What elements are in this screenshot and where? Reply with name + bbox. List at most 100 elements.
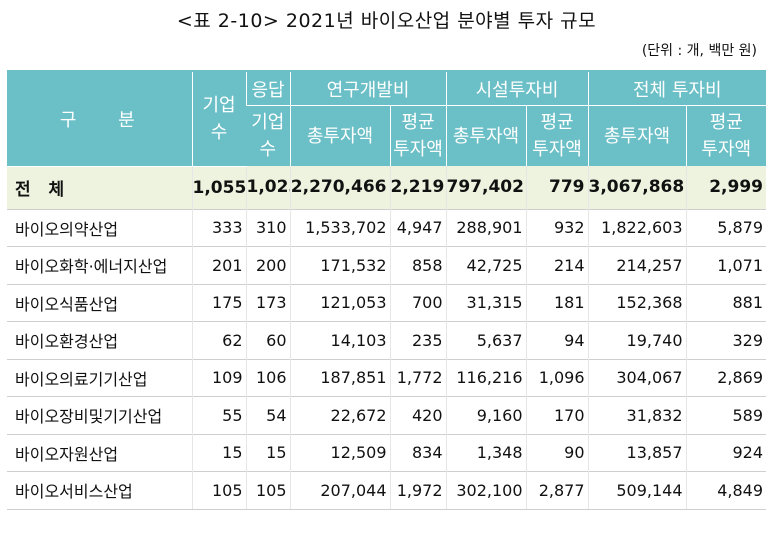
- row-label: 바이오서비스산업: [7, 471, 192, 510]
- table-cell: 509,144: [587, 471, 686, 510]
- row-label: 바이오의약산업: [7, 208, 192, 247]
- table-row: 바이오화학·에너지산업 201 200 171,532 858 42,725 214 214,…: [7, 246, 766, 284]
- table-row: 바이오환경산업 62 60 14,103 235 5,637 94 19,740 329: [7, 321, 766, 359]
- table-cell: 116,216: [445, 358, 526, 397]
- table-cell: 121,053: [289, 283, 390, 322]
- table-cell: 333: [191, 208, 246, 247]
- table-cell: 106: [245, 358, 290, 397]
- table-cell: 54: [245, 396, 290, 434]
- table-cell: 932: [525, 208, 588, 247]
- table-cell: 1,772: [389, 358, 446, 397]
- header-responded-top: 응답: [245, 71, 290, 106]
- table-cell: 1,023: [245, 166, 290, 209]
- header-facility-avg: 평균 투자액: [525, 105, 588, 166]
- row-label: 바이오화학·에너지산업: [7, 246, 192, 284]
- table-cell: 105: [245, 471, 290, 510]
- table-cell: 42,725: [445, 246, 526, 284]
- table-cell: 2,869: [685, 358, 766, 397]
- table-cell: 152,368: [587, 283, 686, 322]
- header-total-avg: 평균 투자액: [685, 105, 766, 166]
- table-cell: 288,901: [445, 208, 526, 247]
- total-row: 전 체 1,055 1,023 2,270,466 2,219 797,402 …: [7, 166, 766, 209]
- table-cell: 834: [389, 433, 446, 472]
- table-cell: 201: [191, 246, 246, 284]
- table-cell: 5,637: [445, 321, 526, 359]
- table-cell: 55: [191, 396, 246, 434]
- table-cell: 924: [685, 433, 766, 472]
- table-cell: 31,832: [587, 396, 686, 434]
- header-rnd-sum: 총투자액: [289, 105, 390, 166]
- table-row: 바이오의약산업 333 310 1,533,702 4,947 288,901 932 1,8…: [7, 208, 766, 247]
- table-cell: 329: [685, 321, 766, 359]
- header-facility-sum: 총투자액: [445, 105, 526, 166]
- table-cell: 1,096: [525, 358, 588, 397]
- table-cell: 13,857: [587, 433, 686, 472]
- table-cell: 2,999: [685, 166, 766, 209]
- table-cell: 858: [389, 246, 446, 284]
- table-cell: 207,044: [289, 471, 390, 510]
- table-cell: 62: [191, 321, 246, 359]
- table-cell: 15: [191, 433, 246, 472]
- table-cell: 60: [245, 321, 290, 359]
- table-cell: 187,851: [289, 358, 390, 397]
- table-cell: 94: [525, 321, 588, 359]
- table-cell: 109: [191, 358, 246, 397]
- table-cell: 31,315: [445, 283, 526, 322]
- table-cell: 310: [245, 208, 290, 247]
- table-cell: 420: [389, 396, 446, 434]
- table-cell: 302,100: [445, 471, 526, 510]
- header-total-sum: 총투자액: [587, 105, 686, 166]
- row-label: 바이오의료기기산업: [7, 358, 192, 397]
- unit-label: (단위 : 개, 백만 원): [641, 43, 757, 59]
- table-cell: 14,103: [289, 321, 390, 359]
- table-cell: 171,532: [289, 246, 390, 284]
- table-cell: 4,849: [685, 471, 766, 510]
- table-row: 바이오식품산업 175 173 121,053 700 31,315 181 152,368 8…: [7, 283, 766, 322]
- table-cell: 1,071: [685, 246, 766, 284]
- row-label: 바이오자원산업: [7, 433, 192, 472]
- table-cell: 173: [245, 283, 290, 322]
- table-cell: 5,879: [685, 208, 766, 247]
- table-cell: 170: [525, 396, 588, 434]
- table-cell: 2,219: [389, 166, 446, 209]
- table-cell: 304,067: [587, 358, 686, 397]
- table-cell: 235: [389, 321, 446, 359]
- table-cell: 1,972: [389, 471, 446, 510]
- table-cell: 12,509: [289, 433, 390, 472]
- table-row: 바이오자원산업 15 15 12,509 834 1,348 90 13,857 924: [7, 433, 766, 472]
- table-cell: 589: [685, 396, 766, 434]
- table-cell: 200: [245, 246, 290, 284]
- table-cell: 181: [525, 283, 588, 322]
- table-cell: 1,822,603: [587, 208, 686, 247]
- table-cell: 9,160: [445, 396, 526, 434]
- table-cell: 881: [685, 283, 766, 322]
- table-row: 바이오장비및기기산업 55 54 22,672 420 9,160 170 31,832 589: [7, 396, 766, 434]
- table-cell: 22,672: [289, 396, 390, 434]
- header-responded-bottom: 기업 수: [246, 105, 290, 166]
- table-cell: 1,348: [445, 433, 526, 472]
- header-rnd: 연구개발비: [289, 71, 446, 106]
- table-cell: 700: [389, 283, 446, 322]
- table-row: 바이오서비스산업 105 105 207,044 1,972 302,100 2,877 50…: [7, 471, 766, 510]
- table-cell: 90: [525, 433, 588, 472]
- table-cell: 175: [191, 283, 246, 322]
- table-cell: 779: [525, 166, 588, 209]
- table-cell: 15: [245, 433, 290, 472]
- investment-table: 구 분 기업 수 응답 연구개발비 시설투자비 전체 투자비 기업 수 총투자액…: [7, 70, 766, 510]
- table-cell: 105: [191, 471, 246, 510]
- row-label: 바이오장비및기기산업: [7, 396, 192, 434]
- row-label: 바이오식품산업: [7, 283, 192, 322]
- table-title: <표 2-10> 2021년 바이오산업 분야별 투자 규모: [176, 10, 597, 32]
- row-label: 바이오환경산업: [7, 321, 192, 359]
- table-row: 바이오의료기기산업 109 106 187,851 1,772 116,216 1,096 3…: [7, 358, 766, 397]
- table-cell: 2,270,466: [289, 166, 390, 209]
- total-label: 전 체: [7, 166, 192, 209]
- table-cell: 797,402: [445, 166, 526, 209]
- table-cell: 2,877: [525, 471, 588, 510]
- table-cell: 1,055: [191, 166, 246, 209]
- header-category: 구 분: [7, 71, 192, 167]
- table-cell: 4,947: [389, 208, 446, 247]
- table-cell: 214: [525, 246, 588, 284]
- header-companies: 기업 수: [191, 71, 246, 167]
- table-cell: 214,257: [587, 246, 686, 284]
